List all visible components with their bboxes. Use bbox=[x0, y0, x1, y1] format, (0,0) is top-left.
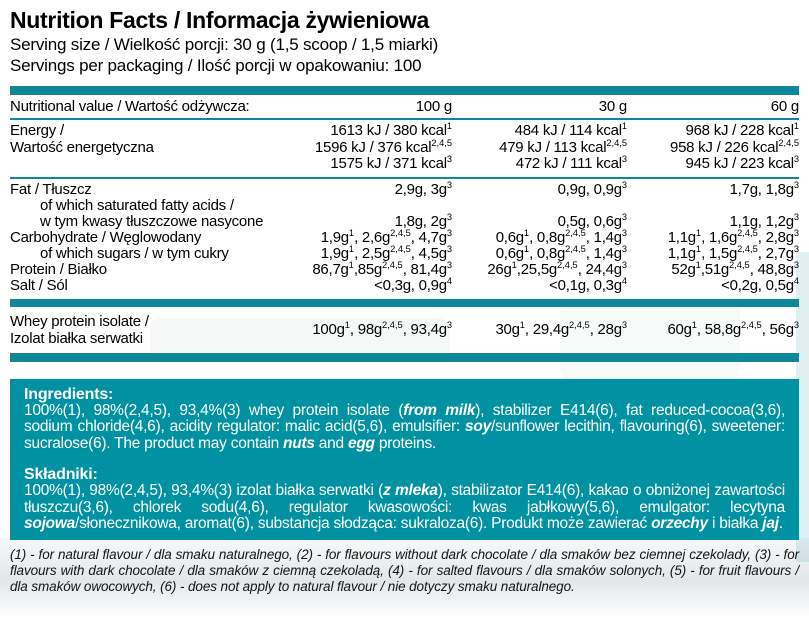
value-60g: <0,2g, 0,5g4 bbox=[721, 275, 799, 294]
footnotes: (1) - for natural flavour / dla smaku na… bbox=[10, 547, 799, 595]
column-header-30g: 30 g bbox=[598, 98, 627, 115]
value-100g: <0,3g, 0,9g4 bbox=[374, 275, 452, 294]
row-label: of which sugars / w tym cukry bbox=[40, 244, 229, 262]
value-30g: 30g1, 29,4g2,4,5, 28g3 bbox=[495, 320, 627, 338]
background-gradient-band bbox=[0, 538, 809, 616]
table-header-row: Nutritional value / Wartość odżywcza: 10… bbox=[10, 95, 799, 118]
row-label: Carbohydrate / Węglowodany bbox=[10, 228, 202, 246]
row-label: Energy / Wartość energetyczna bbox=[10, 122, 154, 156]
divider-bar-after-salt bbox=[10, 298, 799, 307]
value-30g: 0,9g, 0,9g3 bbox=[557, 179, 627, 198]
divider-bar-top bbox=[10, 86, 799, 95]
value-30g: 0,6g1, 0,8g2,4,5, 1,4g3 bbox=[495, 227, 627, 246]
value-100g: 1,8g, 2g3 bbox=[394, 211, 452, 230]
column-header-100g: 100 g bbox=[415, 98, 453, 115]
value-60g: 1,1g, 1,2g3 bbox=[729, 211, 799, 230]
value-100g: 2,9g, 3g3 bbox=[394, 179, 452, 198]
value-100g: 100g1, 98g2,4,5, 93,4g3 bbox=[312, 320, 452, 338]
row-label: Salt / Sól bbox=[10, 276, 68, 294]
value-30g: <0,1g, 0,3g4 bbox=[549, 275, 627, 294]
ingredients-heading-pl: Składniki: bbox=[24, 465, 98, 483]
ingredients-body-en: 100%(1), 98%(2,4,5), 93,4%(3) whey prote… bbox=[24, 401, 786, 453]
row-salt: Salt / Sól <0,3g, 0,9g4 <0,1g, 0,3g4 <0,2g,… bbox=[10, 275, 799, 294]
value-30g: 484 kJ / 114 kcal1 479 kJ / 113 kcal2,4,5… bbox=[499, 121, 627, 172]
divider-line-under-header bbox=[10, 118, 799, 120]
serving-size-line: Serving size / Wielkość porcji: 30 g (1,… bbox=[10, 35, 439, 54]
value-60g: 1,1g1, 1,5g2,4,5, 2,7g3 bbox=[667, 243, 799, 262]
value-60g: 52g1,51g2,4,5, 48,8g3 bbox=[671, 259, 799, 278]
nutrients-section: Fat / Tłuszcz 2,9g, 3g3 0,9g, 0,9g3 1,7g, 1… bbox=[10, 179, 799, 296]
value-30g: 0,6g1, 0,8g2,4,5, 1,4g3 bbox=[495, 243, 627, 262]
divider-bar-after-whey bbox=[10, 352, 799, 362]
column-header-label: Nutritional value / Wartość odżywcza: bbox=[10, 98, 250, 115]
ingredients-body-pl: 100%(1), 98%(2,4,5), 93,4%(3) izolat bia… bbox=[24, 481, 785, 533]
row-label: of which saturated fatty acids / w tym kw… bbox=[40, 196, 264, 230]
row-sugars: of which sugars / w tym cukry 1,9g1, 2,5g… bbox=[10, 243, 799, 262]
ingredients-heading-en: Ingredients: bbox=[24, 385, 114, 403]
background-watermark-strip bbox=[796, 252, 809, 562]
value-100g: 1613 kJ / 380 kcal1 1596 kJ / 376 kcal2,4… bbox=[314, 121, 452, 172]
value-60g: 968 kJ / 228 kcal1 958 kJ / 226 kcal2,4,5… bbox=[669, 121, 799, 172]
row-label: Protein / Białko bbox=[10, 260, 107, 278]
ingredients-box: Ingredients: 100%(1), 98%(2,4,5), 93,4%(… bbox=[10, 378, 799, 541]
value-100g: 1,9g1, 2,6g2,4,5, 4,7g3 bbox=[320, 227, 452, 246]
value-30g: 26g1,25,5g2,4,5, 24,4g3 bbox=[487, 259, 627, 278]
value-100g: 86,7g1,85g2,4,5, 81,4g3 bbox=[312, 259, 452, 278]
value-30g: 0,5g, 0,6g3 bbox=[557, 211, 627, 230]
row-protein: Protein / Białko 86,7g1,85g2,4,5, 81,4g3 2… bbox=[10, 259, 799, 278]
background-watermark-shape bbox=[560, 300, 740, 380]
row-label: Fat / Tłuszcz bbox=[10, 180, 92, 198]
value-60g: 1,7g, 1,8g3 bbox=[729, 179, 799, 198]
ingredients-gap bbox=[24, 453, 785, 466]
whey-protein-section: Whey protein isolate / Izolat białka serw… bbox=[10, 307, 799, 353]
row-energy: Energy / Wartość energetyczna 1613 kJ / 38… bbox=[10, 121, 799, 173]
row-fat: Fat / Tłuszcz 2,9g, 3g3 0,9g, 0,9g3 1,7g, 1… bbox=[10, 179, 799, 198]
servings-per-packaging-line: Servings per packaging / Ilość porcji w … bbox=[10, 56, 422, 75]
row-whey-protein-isolate: Whey protein isolate / Izolat białka serw… bbox=[10, 313, 799, 347]
row-saturated-fat: of which saturated fatty acids / w tym kw… bbox=[10, 196, 799, 230]
column-header-60g: 60 g bbox=[770, 98, 799, 115]
row-carbohydrate: Carbohydrate / Węglowodany 1,9g1, 2,6g2,4… bbox=[10, 227, 799, 246]
background-watermark-shape bbox=[150, 318, 450, 358]
value-100g: 1,9g1, 2,5g2,4,5, 4,5g3 bbox=[320, 243, 452, 262]
value-60g: 1,1g1, 1,6g2,4,5, 2,8g3 bbox=[667, 227, 799, 246]
energy-section: Energy / Wartość energetyczna 1613 kJ / 38… bbox=[10, 120, 799, 177]
page-title: Nutrition Facts / Informacja żywieniowa bbox=[10, 7, 429, 33]
row-label: Whey protein isolate / Izolat białka serw… bbox=[10, 312, 149, 347]
divider-line-under-energy bbox=[10, 176, 799, 179]
value-60g: 60g1, 58,8g2,4,5, 56g3 bbox=[667, 320, 799, 338]
